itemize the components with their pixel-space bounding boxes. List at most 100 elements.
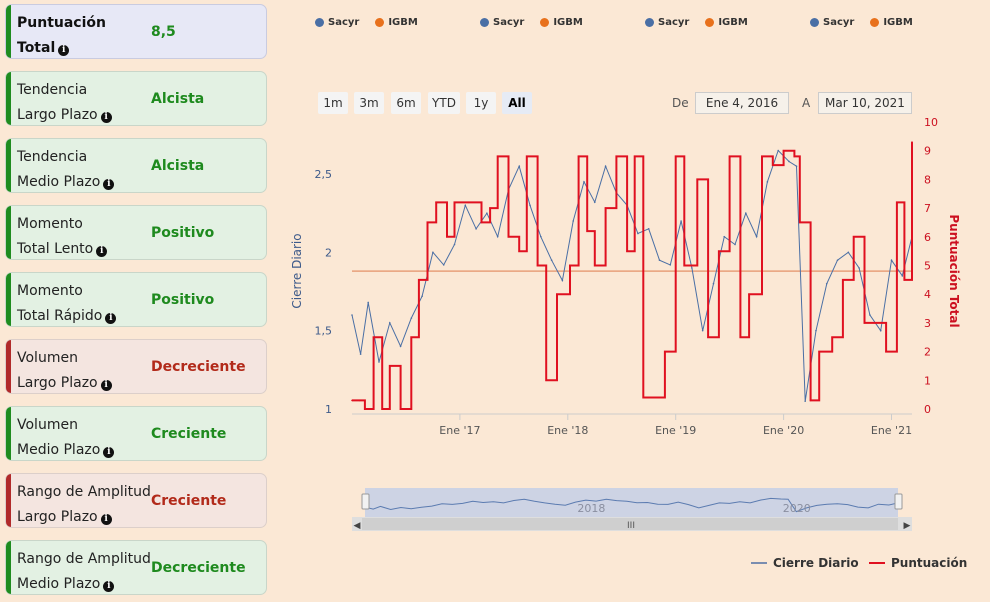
series-cierre-diario-point (432, 251, 434, 254)
navigator-series-line (364, 497, 899, 513)
series-cierre-diario-point (680, 220, 682, 222)
range-button-6m[interactable]: 6m (391, 92, 421, 114)
series-cierre-diario-point (572, 220, 574, 222)
scrollbar-thumb[interactable] (362, 518, 898, 530)
y-tick-label: 2 (325, 246, 332, 259)
series-puntuacion-point (351, 399, 353, 402)
series-cierre-diario-point (410, 317, 413, 319)
series-cierre-diario-point (691, 267, 693, 269)
y2-tick-label: 3 (924, 317, 931, 330)
series-cierre-diario-point (442, 264, 445, 266)
legend-igbm-label[interactable]: IGBM (883, 17, 913, 28)
range-button-3m[interactable]: 3m (354, 92, 384, 114)
series-cierre-diario-point (701, 329, 704, 332)
from-date-input[interactable]: Ene 4, 2016 (695, 92, 789, 114)
y2-tick-label: 2 (924, 346, 931, 359)
series-puntuacion-point (604, 207, 607, 209)
card-accent-bar (6, 340, 11, 393)
series-cierre-diario-point (712, 282, 715, 285)
navigator-axis-label: 2020 (783, 502, 811, 515)
series-puntuacion-point (593, 264, 596, 267)
legend-score[interactable]: Puntuación (869, 556, 967, 570)
x-tick-label: Ene '20 (763, 424, 804, 437)
y-tick-label: 1 (325, 403, 332, 416)
series-puntuacion-point (863, 322, 866, 324)
series-puntuacion-point (381, 408, 384, 410)
series-puntuacion-point (435, 201, 437, 204)
card-label-line1: Volumen (17, 350, 78, 366)
range-button-1y[interactable]: 1y (466, 92, 496, 114)
card-accent-bar (6, 474, 11, 527)
scroll-left-arrow-icon[interactable]: ◀ (354, 521, 361, 531)
series-puntuacion-point (496, 155, 499, 158)
info-icon[interactable]: i (103, 447, 115, 458)
series-puntuacion-point (707, 336, 709, 339)
navigator-left-handle[interactable] (361, 493, 370, 510)
legend-dot-icon (705, 18, 715, 27)
navigator-selection[interactable] (365, 488, 898, 517)
navigator-right-handle[interactable] (894, 493, 903, 510)
card-accent-bar (6, 206, 11, 259)
card-label-line1: Puntuación (17, 15, 106, 31)
series-cierre-diario-point (453, 243, 456, 246)
series-puntuacion-point (426, 221, 429, 224)
card-value: 8,5 (151, 23, 176, 40)
series-cierre-diario-point (626, 204, 628, 207)
legend-igbm-label[interactable]: IGBM (718, 17, 748, 28)
series-puntuacion-point (885, 350, 887, 353)
legend-sacyr-label[interactable]: Sacyr (493, 17, 525, 28)
series-puntuacion-point (798, 221, 801, 224)
range-button-all[interactable]: All (502, 92, 532, 114)
series-cierre-diario-point (496, 235, 499, 238)
series-puntuacion-point (556, 293, 558, 296)
series-puntuacion-point (818, 350, 821, 353)
series-puntuacion-point (364, 408, 366, 410)
legend-igbm-label[interactable]: IGBM (388, 17, 418, 28)
series-puntuacion-point (388, 365, 391, 367)
series-puntuacion-point (683, 264, 686, 267)
legend-dot-icon (480, 18, 489, 27)
legend-dot-icon (315, 18, 324, 27)
signal-card: Momento Total Rápido i Positivo (5, 272, 267, 327)
series-cierre-diario-point (647, 228, 650, 230)
range-button-ytd[interactable]: YTD (428, 92, 460, 114)
series-cierre-diario-point (550, 259, 553, 261)
info-icon[interactable]: i (100, 514, 112, 525)
card-label-line2-text: Largo Plazo (17, 107, 98, 123)
top-legend-group: Sacyr IGBM (810, 17, 913, 28)
series-puntuacion-point (728, 155, 731, 158)
info-icon[interactable]: i (103, 179, 115, 190)
legend-sacyr-label[interactable]: Sacyr (328, 17, 360, 28)
info-icon[interactable]: i (96, 246, 108, 257)
legend-close[interactable]: Cierre Diario (751, 556, 859, 570)
series-cierre-diario-point (421, 295, 423, 298)
info-icon[interactable]: i (100, 112, 112, 123)
series-cierre-diario-point (766, 181, 769, 183)
legend-igbm-label[interactable]: IGBM (553, 17, 583, 28)
card-label-line2-text: Total (17, 40, 56, 56)
series-cierre-diario-point (755, 235, 758, 238)
card-value: Decreciente (151, 559, 246, 576)
series-puntuacion-point (446, 236, 448, 238)
series-puntuacion-point (467, 201, 470, 204)
y2-tick-label: 7 (924, 202, 931, 215)
x-tick-label: Ene '19 (655, 424, 696, 437)
y2-tick-label: 10 (924, 116, 938, 129)
series-puntuacion-point (586, 230, 589, 232)
series-cierre-diario-point (734, 243, 736, 246)
series-cierre-diario-point (486, 212, 488, 214)
scroll-right-arrow-icon[interactable]: ▶ (904, 521, 911, 531)
info-icon[interactable]: i (58, 45, 70, 56)
legend-sacyr-label[interactable]: Sacyr (658, 17, 690, 28)
range-button-1m[interactable]: 1m (318, 92, 348, 114)
y-tick-label: 2,5 (315, 168, 333, 181)
info-icon[interactable]: i (103, 581, 115, 592)
scrollbar-grip[interactable]: III (627, 521, 635, 531)
info-icon[interactable]: i (100, 380, 112, 391)
series-cierre-diario-point (378, 361, 380, 363)
scrollbar-track[interactable] (352, 517, 912, 531)
legend-sacyr-label[interactable]: Sacyr (823, 17, 855, 28)
to-date-input[interactable]: Mar 10, 2021 (818, 92, 912, 114)
info-icon[interactable]: i (105, 313, 117, 324)
card-label-line2-text: Total Lento (17, 241, 94, 257)
